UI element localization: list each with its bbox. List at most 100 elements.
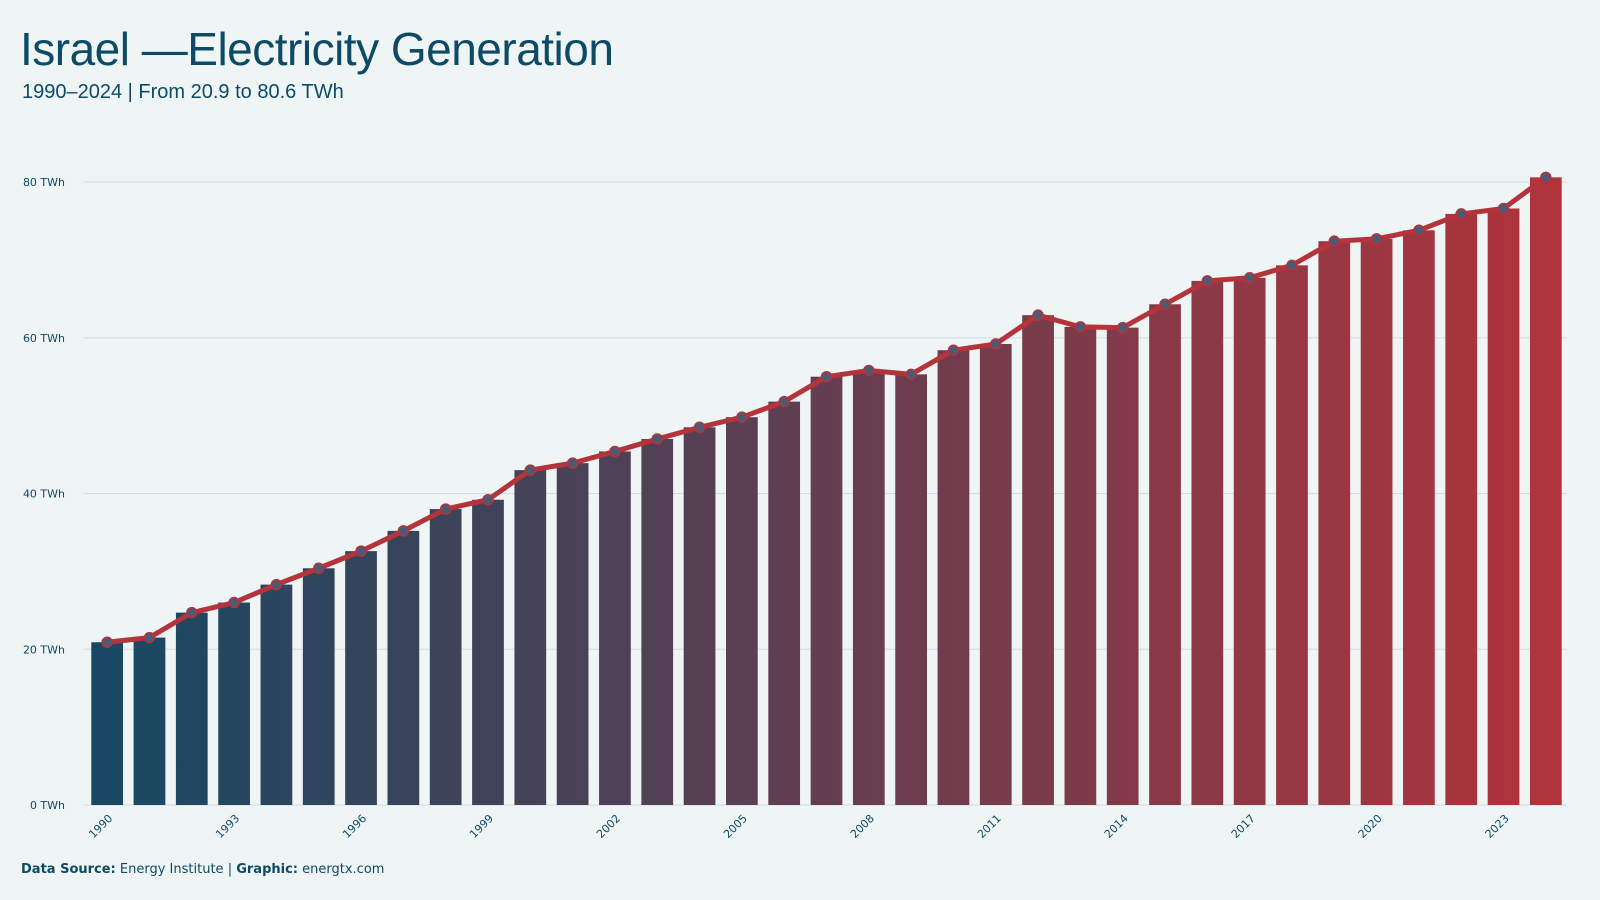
data-point xyxy=(1243,272,1256,284)
y-axis-ticks: 0 TWh 20 TWh 40 TWh 60 TWh 80 TWh xyxy=(23,176,65,812)
bar xyxy=(218,602,250,805)
bar xyxy=(133,637,166,805)
bar xyxy=(1022,315,1054,805)
x-tick-label: 1993 xyxy=(213,812,242,841)
bar xyxy=(810,376,843,805)
bar xyxy=(1233,277,1266,805)
x-tick-label: 2014 xyxy=(1102,812,1131,841)
x-tick-label: 2017 xyxy=(1229,812,1258,841)
data-point xyxy=(270,578,283,591)
bar xyxy=(1445,213,1478,805)
x-tick-label: 2011 xyxy=(975,812,1004,841)
bar xyxy=(1403,230,1435,806)
bar xyxy=(260,584,293,805)
data-point xyxy=(778,395,790,408)
x-axis-ticks: 1990 1993 1996 1999 2002 2005 2008 2011 2014 2017… xyxy=(86,812,1511,841)
data-point xyxy=(186,606,198,619)
data-point xyxy=(1413,224,1425,237)
bar xyxy=(726,417,758,805)
data-point xyxy=(355,545,367,557)
data-point xyxy=(1032,309,1044,321)
x-tick-label: 1990 xyxy=(86,812,115,841)
data-point xyxy=(101,636,113,648)
y-tick-label: 40 TWh xyxy=(23,488,65,501)
data-point xyxy=(1201,275,1214,287)
bar xyxy=(599,451,631,805)
data-point xyxy=(1497,202,1510,215)
data-point xyxy=(1074,321,1087,333)
data-point xyxy=(397,525,410,537)
graphic-label: Graphic: xyxy=(236,862,298,877)
bar xyxy=(979,343,1012,805)
data-point xyxy=(1455,208,1467,220)
bar xyxy=(1318,241,1351,805)
data-point xyxy=(439,503,452,515)
data-point xyxy=(947,344,960,356)
data-point xyxy=(820,370,833,383)
source-label: Data Source: xyxy=(21,862,116,877)
data-point xyxy=(651,433,663,445)
data-point xyxy=(143,631,156,644)
bar xyxy=(1191,280,1224,805)
bar xyxy=(683,427,716,805)
data-point xyxy=(863,364,875,377)
y-tick-label: 0 TWh xyxy=(30,799,65,812)
data-point xyxy=(228,596,240,609)
bar xyxy=(1149,304,1181,805)
data-point xyxy=(1286,259,1298,272)
footer: Data Source: Energy Institute | Graphic:… xyxy=(21,862,384,877)
bar xyxy=(1276,265,1308,805)
data-point xyxy=(905,368,917,381)
x-tick-label: 2020 xyxy=(1356,812,1385,841)
bar xyxy=(1360,238,1393,805)
x-tick-label: 2005 xyxy=(721,812,750,841)
source-value: Energy Institute xyxy=(119,862,224,877)
points xyxy=(101,171,1552,648)
x-tick-label: 2002 xyxy=(594,812,623,841)
bar xyxy=(514,470,547,805)
bar xyxy=(937,350,970,805)
data-point xyxy=(312,562,325,575)
data-point xyxy=(1370,233,1383,245)
data-point xyxy=(693,421,706,434)
bar xyxy=(768,401,801,805)
y-tick-label: 60 TWh xyxy=(23,332,65,345)
data-point xyxy=(609,445,621,458)
bar xyxy=(1487,208,1520,806)
footer-separator: | xyxy=(227,862,233,877)
y-tick-label: 20 TWh xyxy=(23,643,65,656)
bar xyxy=(556,463,589,805)
data-point xyxy=(482,493,494,506)
x-tick-label: 2008 xyxy=(848,812,877,841)
bar xyxy=(91,642,124,805)
bar xyxy=(1529,177,1562,805)
graphic-value: energtx.com xyxy=(302,862,385,877)
bar xyxy=(345,551,377,805)
x-tick-label: 1996 xyxy=(340,812,369,841)
data-point xyxy=(1159,298,1171,311)
data-point xyxy=(524,464,537,476)
bar xyxy=(472,499,504,805)
data-point xyxy=(1116,321,1129,334)
bar xyxy=(429,509,462,805)
bar xyxy=(302,568,335,805)
bar xyxy=(1106,327,1139,805)
data-point xyxy=(1540,171,1552,184)
bar xyxy=(641,438,674,805)
data-point xyxy=(566,457,579,469)
data-point xyxy=(736,411,748,423)
bar xyxy=(387,530,420,805)
chart-title: Israel —Electricity Generation xyxy=(20,23,614,75)
bar xyxy=(175,612,208,805)
x-tick-label: 2023 xyxy=(1483,812,1512,841)
bar xyxy=(1064,326,1097,805)
chart-subtitle: 1990–2024 | From 20.9 to 80.6 TWh xyxy=(22,81,344,103)
y-tick-label: 80 TWh xyxy=(23,176,65,189)
bars xyxy=(91,177,1562,806)
bar xyxy=(895,374,927,805)
data-point xyxy=(1328,235,1341,247)
bar xyxy=(852,370,885,805)
data-point xyxy=(990,338,1002,350)
x-tick-label: 1999 xyxy=(467,812,496,841)
